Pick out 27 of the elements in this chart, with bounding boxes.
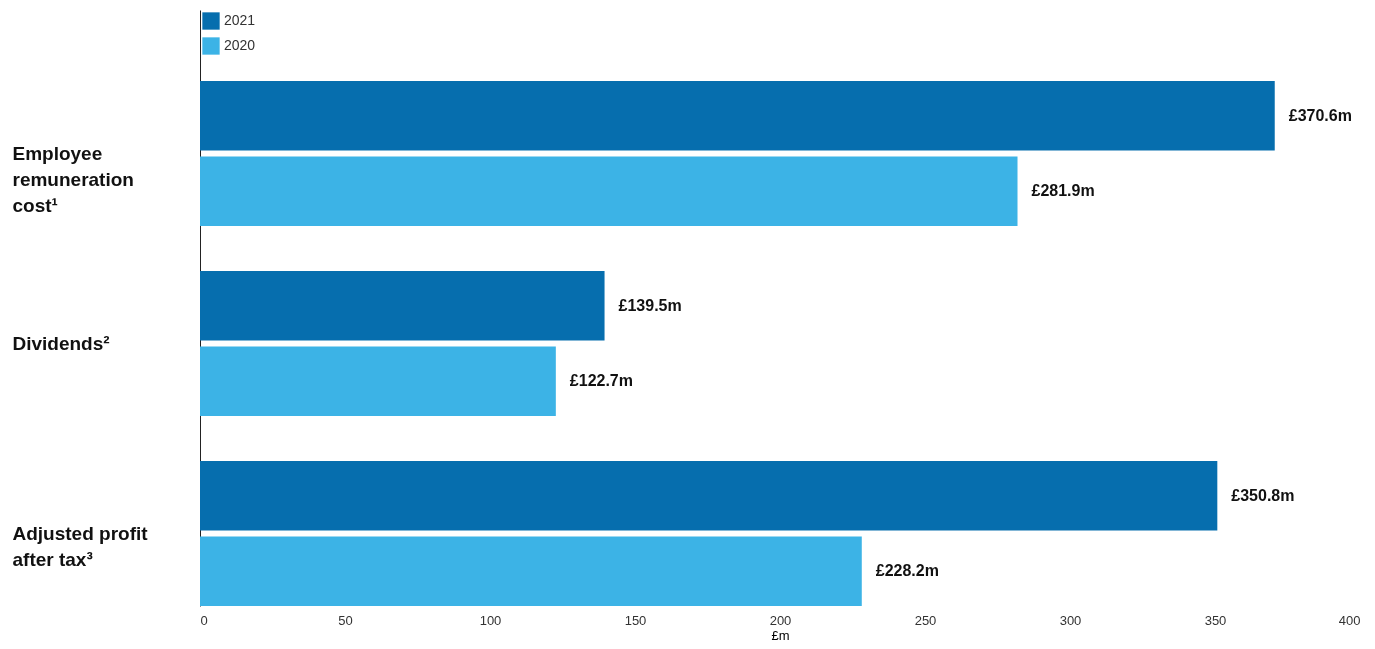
bar — [200, 81, 1275, 151]
data-label: £350.8m — [1231, 486, 1295, 504]
legend-label: 2020 — [224, 37, 256, 53]
bar — [200, 346, 556, 417]
legend-label: 2021 — [224, 12, 256, 28]
data-label: £281.9m — [1031, 182, 1095, 200]
x-tick-label: 400 — [1338, 612, 1361, 628]
x-tick-label: 150 — [624, 612, 647, 628]
x-tick-label: 300 — [1059, 612, 1082, 628]
data-label: £228.2m — [875, 562, 939, 580]
bar — [200, 461, 1218, 531]
x-tick-label: 0 — [200, 612, 208, 628]
x-tick-label: 350 — [1204, 612, 1227, 628]
data-label: £370.6m — [1288, 106, 1352, 124]
x-tick-label: 200 — [769, 612, 792, 628]
data-label: £122.7m — [569, 372, 633, 390]
data-label: £139.5m — [618, 296, 682, 314]
bar — [200, 156, 1018, 227]
x-tick-label: 50 — [338, 612, 353, 628]
bar — [200, 271, 605, 341]
x-tick-label: 250 — [914, 612, 937, 628]
bar — [200, 536, 862, 606]
y-tick-label: Dividends² — [12, 332, 110, 354]
x-tick-label: 100 — [479, 612, 502, 628]
y-tick-label: Adjusted profit after tax³ — [12, 522, 149, 570]
y-tick-label: Employee remuneration cost¹ — [12, 142, 134, 216]
x-axis-title: £m — [771, 627, 790, 643]
